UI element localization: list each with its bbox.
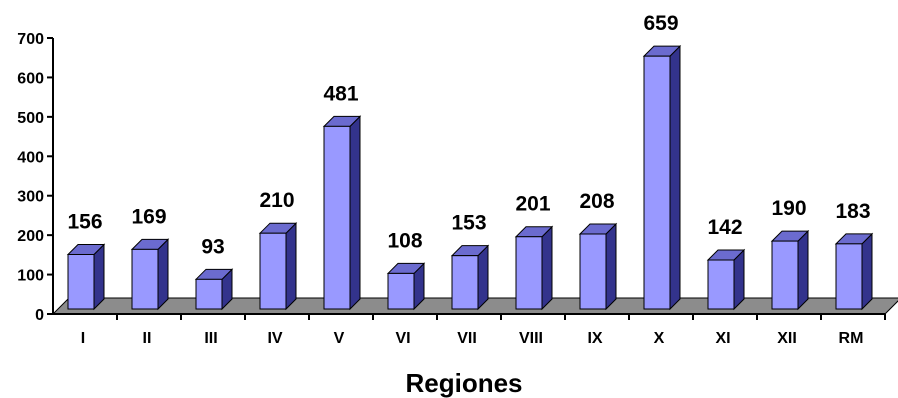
data-label-VII: 153 xyxy=(451,212,486,235)
x-tick-label: RM xyxy=(839,330,864,347)
bar-VII xyxy=(450,244,490,311)
data-label-III: 93 xyxy=(201,235,224,258)
bar-side xyxy=(477,244,489,311)
bar-side xyxy=(541,225,553,311)
x-tick-label: VIII xyxy=(519,330,543,347)
x-axis-labels: I II III IV V VI VII VIII IX X XI XII RM xyxy=(81,314,886,347)
y-tick-label: 300 xyxy=(17,189,44,206)
bar-side xyxy=(605,222,617,311)
bar-front xyxy=(707,259,735,310)
bar-front xyxy=(771,240,799,310)
y-tick-label: 0 xyxy=(35,307,44,324)
y-tick-label: 700 xyxy=(17,31,44,48)
bar-VIII xyxy=(514,225,554,311)
data-label-VI: 108 xyxy=(387,229,422,252)
bars xyxy=(66,44,874,311)
bar-front xyxy=(259,232,287,310)
bar-side xyxy=(157,238,169,311)
bar-front xyxy=(835,243,863,310)
bar-IV xyxy=(258,221,298,311)
x-tick-label: X xyxy=(654,330,665,347)
x-tick-label: VI xyxy=(395,330,410,347)
x-tick-label: II xyxy=(143,330,152,347)
bar-side xyxy=(797,229,809,311)
x-tick-label: XII xyxy=(777,330,797,347)
bar-front xyxy=(451,255,479,310)
bar-IX xyxy=(578,222,618,311)
y-tick-label: 200 xyxy=(17,228,44,245)
y-tick-label: 400 xyxy=(17,149,44,166)
bar-side xyxy=(861,232,873,311)
x-tick-label: I xyxy=(81,330,85,347)
bar-I xyxy=(66,243,106,311)
bar-V xyxy=(322,115,362,311)
bar-X xyxy=(642,44,682,311)
data-label-IX: 208 xyxy=(579,190,614,213)
bar-front xyxy=(323,125,351,310)
bar-XI xyxy=(706,248,746,311)
bar-front xyxy=(579,233,607,310)
data-label-I: 156 xyxy=(67,210,102,233)
data-label-II: 169 xyxy=(131,205,166,228)
bar-RM xyxy=(834,232,874,311)
data-label-XII: 190 xyxy=(771,197,806,220)
x-tick-label: IV xyxy=(267,330,282,347)
x-tick-label: IX xyxy=(587,330,602,347)
bar-front xyxy=(67,253,95,310)
y-tick-label: 100 xyxy=(17,268,44,285)
bar-side xyxy=(349,115,361,311)
data-label-RM: 183 xyxy=(835,200,870,223)
data-labels: 156 169 93 210 481 108 153 201 208 659 142 190 183 xyxy=(67,12,870,258)
data-label-VIII: 201 xyxy=(515,193,550,216)
data-label-X: 659 xyxy=(643,12,678,35)
bar-III xyxy=(194,268,234,311)
y-tick-label: 500 xyxy=(17,110,44,127)
data-label-XI: 142 xyxy=(707,216,742,239)
x-tick-label: V xyxy=(334,330,345,347)
bar-front xyxy=(515,236,543,310)
bar-front xyxy=(387,272,415,310)
y-tick-label: 600 xyxy=(17,70,44,87)
bar-front xyxy=(195,278,223,310)
bar-side xyxy=(285,221,297,311)
x-tick-label: III xyxy=(204,330,217,347)
bar-XII xyxy=(770,229,810,311)
bar-II xyxy=(130,238,170,311)
y-axis: 0 100 200 300 400 500 600 700 xyxy=(17,31,885,324)
bar-front xyxy=(643,55,671,310)
bar-side xyxy=(669,44,681,311)
data-label-V: 481 xyxy=(323,82,358,105)
x-tick-label: XI xyxy=(715,330,730,347)
data-label-IV: 210 xyxy=(259,189,294,212)
x-axis-title: Regiones xyxy=(405,368,522,398)
bar-side xyxy=(93,243,105,311)
bar-front xyxy=(131,248,159,310)
bar-VI xyxy=(386,262,426,311)
x-tick-label: VII xyxy=(457,330,477,347)
